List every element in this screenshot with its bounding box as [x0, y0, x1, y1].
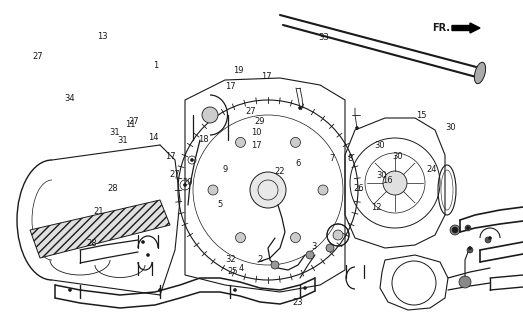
Circle shape	[235, 233, 245, 243]
Circle shape	[250, 172, 286, 208]
Text: 4: 4	[239, 264, 244, 273]
Text: 30: 30	[374, 141, 384, 150]
Text: 9: 9	[222, 165, 228, 174]
Text: 30: 30	[377, 172, 387, 180]
Text: 7: 7	[329, 154, 335, 163]
Text: 12: 12	[371, 204, 382, 212]
Circle shape	[299, 107, 301, 109]
Text: 32: 32	[225, 255, 235, 264]
Text: 20: 20	[182, 178, 192, 187]
Text: 19: 19	[233, 66, 243, 75]
Text: 30: 30	[392, 152, 403, 161]
Circle shape	[146, 253, 150, 257]
Text: 33: 33	[318, 33, 328, 42]
Circle shape	[142, 241, 144, 244]
Text: 30: 30	[446, 124, 456, 132]
Circle shape	[158, 289, 162, 292]
Text: 10: 10	[251, 128, 262, 137]
Circle shape	[452, 227, 458, 233]
Text: 5: 5	[217, 200, 222, 209]
Text: 22: 22	[275, 167, 285, 176]
Circle shape	[69, 289, 72, 292]
Circle shape	[235, 137, 245, 148]
Text: 27: 27	[169, 170, 180, 179]
FancyArrow shape	[452, 23, 480, 33]
Text: FR.: FR.	[432, 23, 450, 33]
Text: 2: 2	[258, 255, 263, 264]
Text: 27: 27	[129, 117, 139, 126]
Circle shape	[202, 107, 218, 123]
Circle shape	[467, 247, 473, 253]
Text: 3: 3	[311, 242, 316, 251]
Text: 8: 8	[348, 154, 353, 163]
Text: 13: 13	[97, 32, 108, 41]
Text: 28: 28	[86, 239, 97, 248]
Circle shape	[303, 286, 306, 290]
Text: 17: 17	[225, 82, 235, 91]
Circle shape	[306, 251, 314, 259]
Circle shape	[356, 126, 358, 130]
Circle shape	[465, 225, 471, 231]
Text: 6: 6	[295, 159, 301, 168]
Circle shape	[271, 261, 279, 269]
Text: 29: 29	[255, 117, 265, 126]
Text: 17: 17	[262, 72, 272, 81]
Circle shape	[290, 233, 301, 243]
Circle shape	[318, 185, 328, 195]
Circle shape	[208, 185, 218, 195]
Circle shape	[485, 237, 491, 243]
Circle shape	[488, 236, 492, 239]
Text: 25: 25	[227, 268, 237, 276]
Text: 23: 23	[293, 298, 303, 307]
Text: 27: 27	[246, 108, 256, 116]
Circle shape	[326, 244, 334, 252]
Text: 24: 24	[426, 165, 437, 174]
Text: 17: 17	[165, 152, 175, 161]
Circle shape	[190, 158, 194, 162]
Circle shape	[459, 276, 471, 288]
Ellipse shape	[474, 62, 486, 84]
Text: 34: 34	[65, 94, 75, 103]
Text: 31: 31	[109, 128, 120, 137]
Circle shape	[383, 171, 407, 195]
Text: 21: 21	[93, 207, 104, 216]
Circle shape	[184, 183, 187, 187]
Text: 17: 17	[251, 141, 262, 150]
Text: 14: 14	[149, 133, 159, 142]
Text: 28: 28	[107, 184, 118, 193]
Circle shape	[467, 227, 470, 229]
Circle shape	[450, 225, 460, 235]
Text: 1: 1	[153, 61, 158, 70]
Circle shape	[290, 137, 301, 148]
Text: 26: 26	[353, 184, 363, 193]
Polygon shape	[30, 200, 170, 258]
Text: 15: 15	[416, 111, 426, 120]
Text: 11: 11	[126, 120, 136, 129]
Text: 18: 18	[198, 135, 208, 144]
Text: 16: 16	[382, 176, 392, 185]
Circle shape	[333, 230, 343, 240]
Circle shape	[233, 289, 236, 292]
Circle shape	[469, 246, 472, 250]
Text: 31: 31	[117, 136, 128, 145]
Text: 27: 27	[32, 52, 43, 61]
